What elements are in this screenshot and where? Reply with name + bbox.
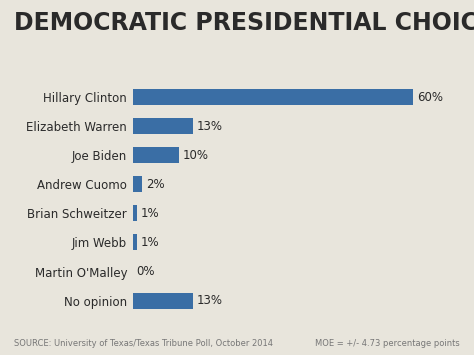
Text: MOE = +/- 4.73 percentage points: MOE = +/- 4.73 percentage points <box>315 339 460 348</box>
Bar <box>133 205 137 221</box>
Text: 60%: 60% <box>417 91 443 104</box>
Text: 0%: 0% <box>137 265 155 278</box>
Text: 2%: 2% <box>146 178 164 191</box>
Text: SOURCE: University of Texas/Texas Tribune Poll, October 2014: SOURCE: University of Texas/Texas Tribun… <box>14 339 273 348</box>
Text: 1%: 1% <box>141 207 160 220</box>
Text: 13%: 13% <box>197 294 223 307</box>
Bar <box>133 89 413 105</box>
Text: 1%: 1% <box>141 236 160 249</box>
Bar <box>133 293 193 308</box>
Bar <box>133 176 142 192</box>
Text: 10%: 10% <box>183 149 209 162</box>
Bar <box>133 234 137 250</box>
Bar <box>133 118 193 134</box>
Bar <box>133 147 180 163</box>
Text: 13%: 13% <box>197 120 223 132</box>
Text: DEMOCRATIC PRESIDENTIAL CHOICE?: DEMOCRATIC PRESIDENTIAL CHOICE? <box>14 11 474 35</box>
